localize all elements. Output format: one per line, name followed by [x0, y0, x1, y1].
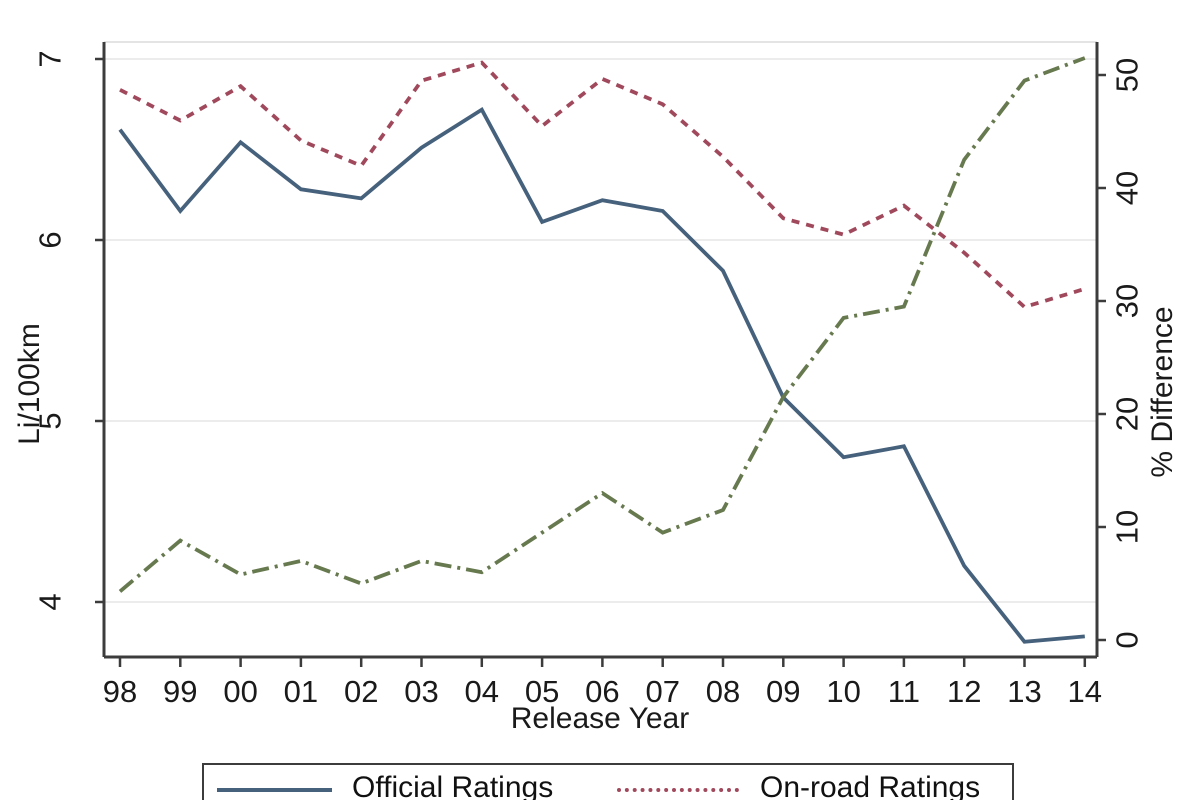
y-left-axis-title: Li/100km: [13, 323, 46, 445]
svg-text:01: 01: [284, 674, 318, 709]
legend-line-sample-official-icon: [217, 788, 332, 792]
svg-text:20: 20: [1110, 397, 1145, 431]
legend-line-sample-onroad-icon: [617, 788, 739, 792]
svg-text:30: 30: [1110, 284, 1145, 318]
svg-text:10: 10: [826, 674, 860, 709]
svg-text:5: 5: [33, 412, 68, 429]
svg-text:98: 98: [103, 674, 137, 709]
svg-text:6: 6: [33, 231, 68, 248]
svg-text:10: 10: [1110, 510, 1145, 544]
svg-text:07: 07: [645, 674, 679, 709]
svg-text:12: 12: [947, 674, 981, 709]
svg-text:99: 99: [163, 674, 197, 709]
svg-text:13: 13: [1007, 674, 1041, 709]
svg-text:14: 14: [1068, 674, 1102, 709]
svg-text:4: 4: [33, 593, 68, 610]
svg-text:11: 11: [888, 674, 920, 709]
legend-label-official: Official Ratings: [352, 771, 554, 800]
svg-text:40: 40: [1110, 171, 1145, 205]
svg-text:50: 50: [1110, 58, 1145, 92]
svg-text:08: 08: [706, 674, 740, 709]
legend-label-onroad: On-road Ratings: [760, 771, 981, 800]
svg-text:0: 0: [1110, 631, 1145, 648]
legend: Official Ratings On-road Ratings: [202, 763, 1014, 800]
x-axis-title: Release Year: [510, 702, 690, 735]
svg-text:00: 00: [223, 674, 257, 709]
svg-text:03: 03: [404, 674, 438, 709]
svg-text:04: 04: [465, 674, 499, 709]
y-right-axis-title: % Difference: [1146, 306, 1179, 478]
svg-text:02: 02: [344, 674, 378, 709]
svg-text:06: 06: [585, 674, 619, 709]
svg-text:09: 09: [766, 674, 800, 709]
svg-text:05: 05: [525, 674, 559, 709]
svg-text:7: 7: [33, 50, 68, 67]
